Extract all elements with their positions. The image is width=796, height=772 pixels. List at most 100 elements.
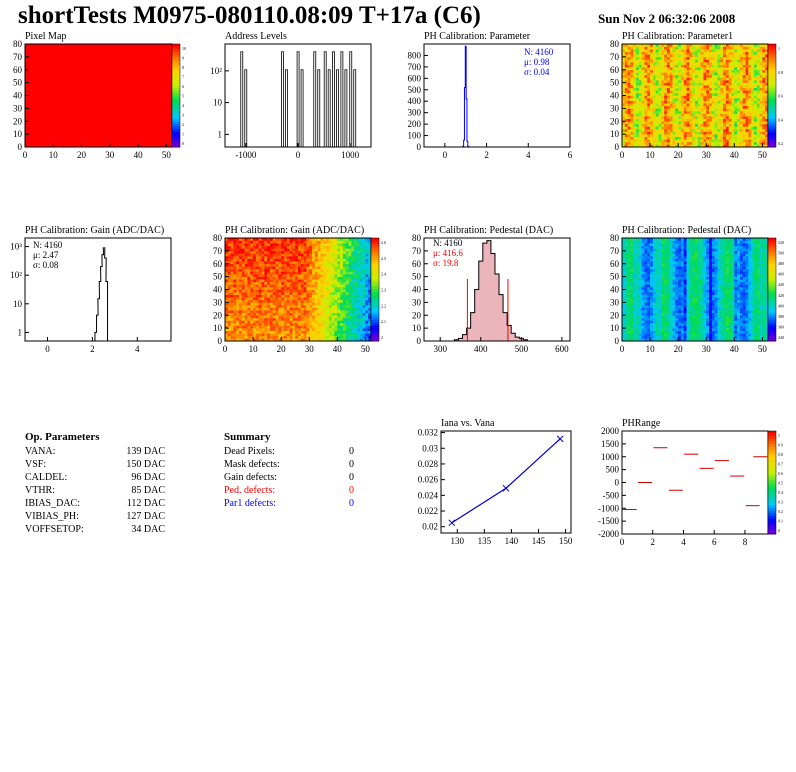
- heatmap-cell: [320, 330, 324, 334]
- heatmap-cell: [624, 299, 628, 303]
- heatmap-cell: [300, 289, 304, 293]
- heatmap-cell: [368, 271, 372, 275]
- heatmap-cell: [720, 95, 724, 99]
- heatmap-cell: [269, 274, 274, 277]
- heatmap-cell: [356, 299, 361, 303]
- heatmap-cell: [253, 320, 257, 324]
- heatmap-cell: [281, 286, 285, 290]
- heatmap-cell: [697, 85, 701, 89]
- heatmap-cell: [630, 243, 634, 247]
- heatmap-cell: [328, 299, 332, 303]
- heatmap-cell: [312, 261, 316, 265]
- hist-outline: [462, 45, 470, 147]
- heatmap-cell: [306, 317, 310, 321]
- heatmap-cell: [314, 297, 318, 301]
- heatmap-cell: [314, 261, 318, 265]
- heatmap-cell: [650, 108, 654, 112]
- heatmap-cell: [739, 80, 744, 83]
- heatmap-cell: [683, 136, 687, 140]
- heatmap-cell: [745, 62, 749, 65]
- heatmap-cell: [348, 302, 352, 306]
- heatmap-cell: [300, 335, 304, 339]
- heatmap-cell: [362, 261, 366, 265]
- heatmap-cell: [706, 126, 710, 130]
- heatmap-cell: [323, 330, 327, 334]
- heatmap-cell: [298, 317, 302, 321]
- heatmap-cell: [647, 92, 651, 96]
- heatmap-cell: [354, 274, 358, 277]
- heatmap-cell: [267, 268, 271, 272]
- heatmap-cell: [331, 310, 335, 313]
- heatmap-cell: [354, 312, 358, 316]
- heatmap-cell: [717, 108, 721, 112]
- heatmap-cell: [622, 266, 626, 270]
- heatmap-cell: [675, 51, 679, 55]
- heatmap-cell: [664, 80, 668, 83]
- heatmap-cell: [652, 134, 656, 137]
- heatmap-cell: [312, 304, 316, 308]
- heatmap-cell: [739, 113, 744, 117]
- color-scale-cell: [172, 113, 180, 117]
- heatmap-cell: [225, 256, 229, 259]
- heatmap-cell: [348, 248, 352, 252]
- heatmap-cell: [700, 121, 704, 125]
- heatmap-cell: [630, 82, 634, 86]
- heatmap-cell: [678, 98, 682, 101]
- heatmap-cell: [728, 98, 732, 101]
- heatmap-cell: [728, 144, 732, 148]
- heatmap-cell: [368, 315, 372, 319]
- heatmap-cell: [756, 46, 760, 50]
- heatmap-cell: [328, 328, 332, 331]
- heatmap-cell: [225, 274, 229, 277]
- color-scale-cell: [172, 87, 180, 91]
- heatmap-cell: [269, 335, 274, 339]
- heatmap-cell: [261, 243, 265, 247]
- heatmap-cell: [326, 312, 330, 316]
- heatmap-cell: [298, 302, 302, 306]
- heatmap-cell: [742, 72, 746, 76]
- heatmap-cell: [348, 271, 352, 275]
- heatmap-cell: [765, 59, 769, 63]
- heatmap-cell: [227, 245, 231, 249]
- heatmap-cell: [759, 49, 763, 53]
- heatmap-cell: [703, 103, 707, 107]
- color-scale-label: 2.5: [381, 256, 386, 261]
- heatmap-cell: [720, 116, 724, 119]
- heatmap-cell: [337, 335, 341, 339]
- heatmap-cell: [292, 292, 296, 295]
- heatmap-cell: [368, 261, 372, 265]
- heatmap-cell: [636, 240, 640, 244]
- heatmap-cell: [680, 95, 685, 99]
- heatmap-cell: [312, 302, 316, 306]
- heatmap-cell: [695, 46, 699, 50]
- heatmap-cell: [672, 116, 676, 119]
- heatmap-cell: [317, 261, 321, 265]
- heatmap-cell: [655, 62, 659, 65]
- color-scale-cell: [172, 64, 180, 68]
- heatmap-cell: [328, 240, 332, 244]
- y-tick-label: 700: [408, 62, 422, 72]
- heatmap-cell: [368, 266, 372, 270]
- heatmap-cell: [638, 322, 642, 326]
- heatmap-cell: [244, 328, 248, 331]
- heatmap-cell: [627, 286, 631, 290]
- heatmap-cell: [725, 69, 729, 73]
- heatmap-cell: [362, 243, 366, 247]
- heatmap-cell: [295, 250, 299, 254]
- heatmap-cell: [630, 80, 634, 83]
- heatmap-cell: [622, 108, 626, 112]
- heatmap-cell: [652, 304, 656, 308]
- heatmap-cell: [686, 92, 690, 96]
- heatmap-cell: [250, 261, 254, 265]
- heatmap-cell: [641, 51, 645, 55]
- color-scale-cell: [172, 110, 180, 115]
- heatmap-cell: [337, 292, 341, 295]
- heatmap-cell: [714, 136, 718, 140]
- heatmap-cell: [326, 307, 330, 311]
- heatmap-cell: [233, 328, 237, 331]
- heatmap-cell: [323, 322, 327, 326]
- heatmap-cell: [669, 134, 673, 137]
- heatmap-cell: [644, 74, 648, 78]
- heatmap-cell: [368, 299, 372, 303]
- heatmap-cell: [675, 144, 679, 148]
